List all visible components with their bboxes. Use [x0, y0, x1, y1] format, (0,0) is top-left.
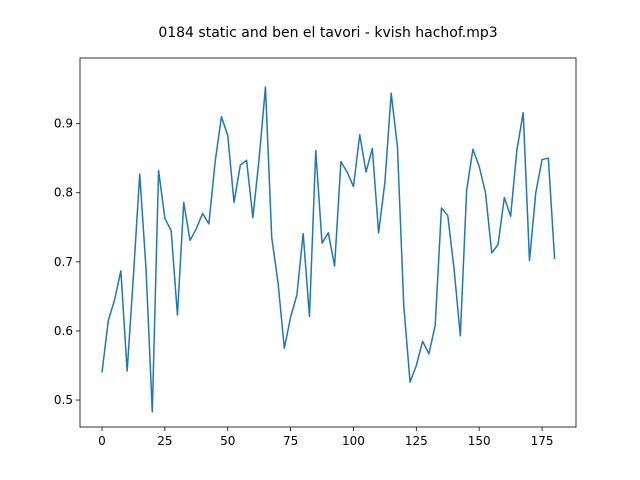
y-tick-label: 0.5 [54, 393, 73, 407]
line-series [101, 86, 556, 413]
plot-frame [79, 57, 577, 428]
x-tick-label: 75 [283, 434, 298, 448]
x-tick-label: 100 [342, 434, 365, 448]
x-tick-label: 0 [98, 434, 106, 448]
chart-title: 0184 static and ben el tavori - kvish ha… [158, 25, 497, 41]
y-tick-label: 0.6 [54, 324, 73, 338]
y-tick-label: 0.8 [54, 186, 73, 200]
x-tick-label: 50 [220, 434, 235, 448]
x-tick-label: 175 [531, 434, 554, 448]
x-tick-label: 25 [157, 434, 172, 448]
x-tick-label: 125 [405, 434, 428, 448]
y-tick-label: 0.9 [54, 117, 73, 131]
x-tick-label: 150 [468, 434, 491, 448]
y-tick-label: 0.7 [54, 255, 73, 269]
